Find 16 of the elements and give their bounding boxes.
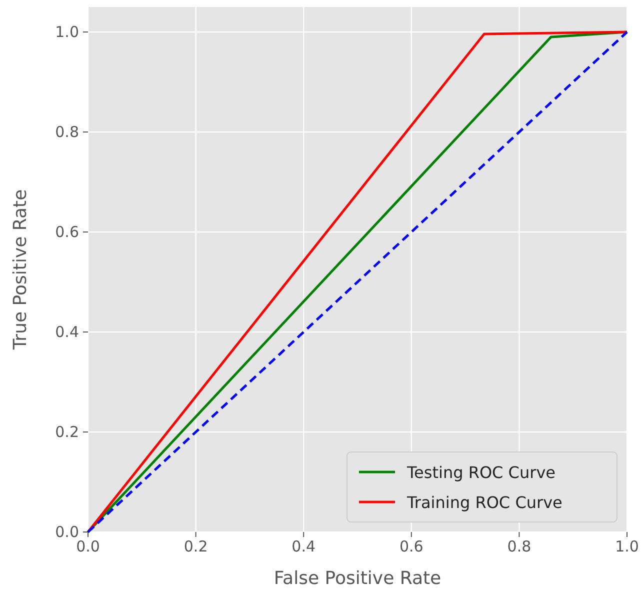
y-tick-label: 1.0 [55, 22, 79, 41]
x-tick-label: 0.0 [76, 538, 100, 556]
legend-label: Testing ROC Curve [406, 463, 556, 482]
x-tick-label: 0.4 [292, 538, 316, 556]
y-axis-title: True Positive Rate [10, 189, 31, 351]
y-tick-label: 0.8 [55, 122, 79, 141]
y-tick-label: 0.0 [55, 522, 79, 541]
x-tick-label: 0.8 [507, 538, 532, 556]
x-tick-label: 0.2 [184, 538, 208, 556]
y-tick-label: 0.2 [55, 422, 79, 441]
x-axis-title: False Positive Rate [274, 568, 442, 589]
x-tick-label: 1.0 [615, 538, 639, 556]
y-tick-label: 0.6 [55, 222, 79, 241]
y-tick-label: 0.4 [55, 322, 79, 341]
legend-label: Training ROC Curve [406, 493, 562, 512]
x-tick-label: 0.6 [399, 538, 424, 556]
